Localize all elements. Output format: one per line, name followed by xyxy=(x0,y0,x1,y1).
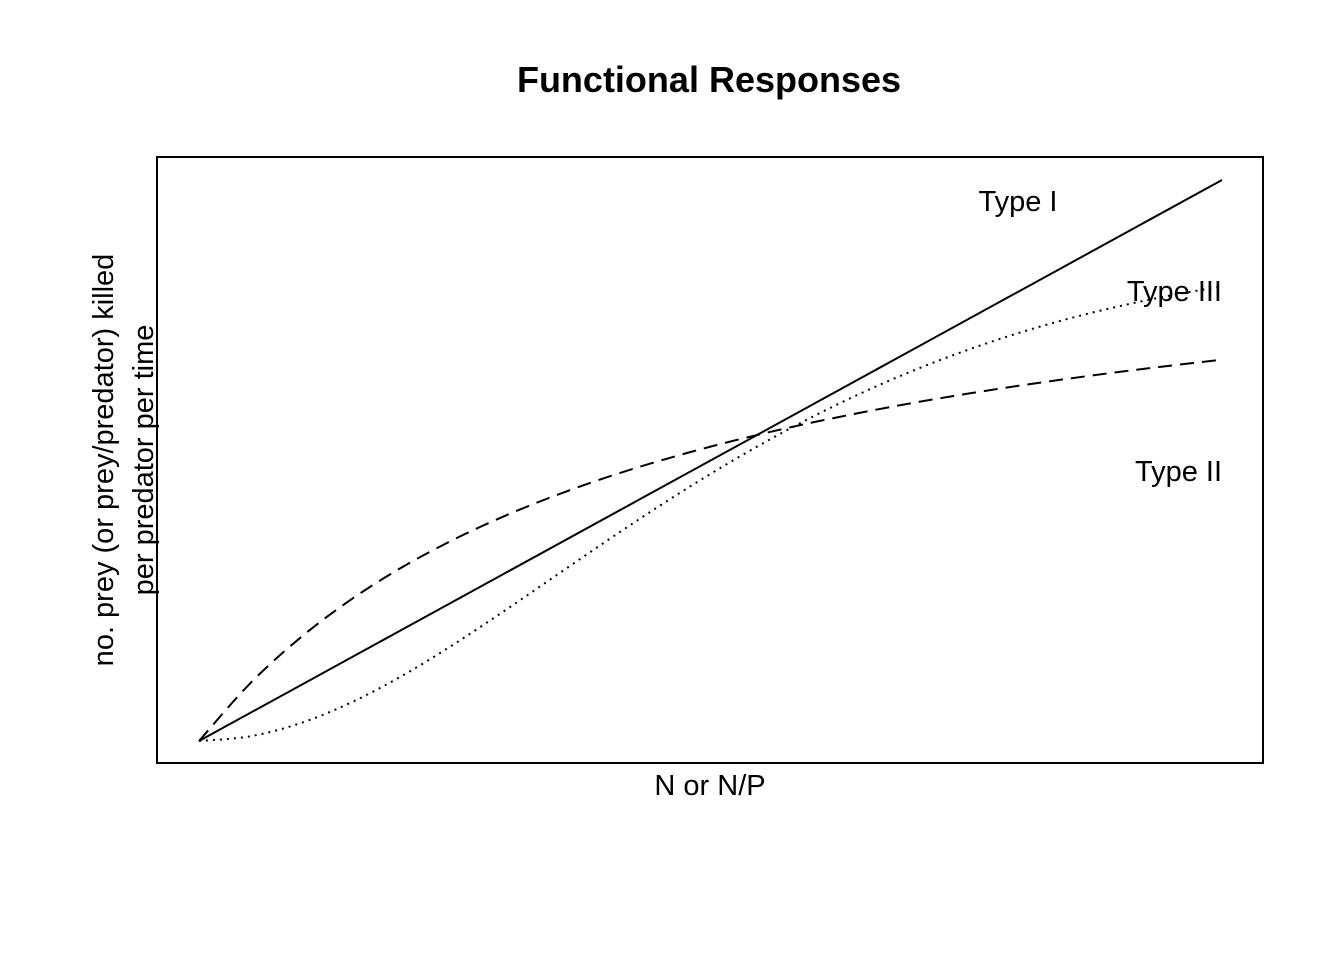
series-line-type-i xyxy=(198,179,1223,742)
label-type-ii: Type II xyxy=(1135,456,1222,488)
series-line-type-ii xyxy=(198,358,1223,742)
y-axis-label-line1: no. prey (or prey/predator) killed xyxy=(88,254,120,667)
chart-title: Functional Responses xyxy=(517,59,901,100)
x-axis-label: N or N/P xyxy=(654,770,765,802)
label-type-i: Type I xyxy=(979,186,1058,218)
curves xyxy=(198,179,1223,742)
series-line-type-iii xyxy=(198,285,1223,742)
plot-frame xyxy=(156,156,1264,764)
y-axis-label-line2: per predator per time xyxy=(128,325,160,596)
label-type-iii: Type III xyxy=(1127,276,1222,308)
